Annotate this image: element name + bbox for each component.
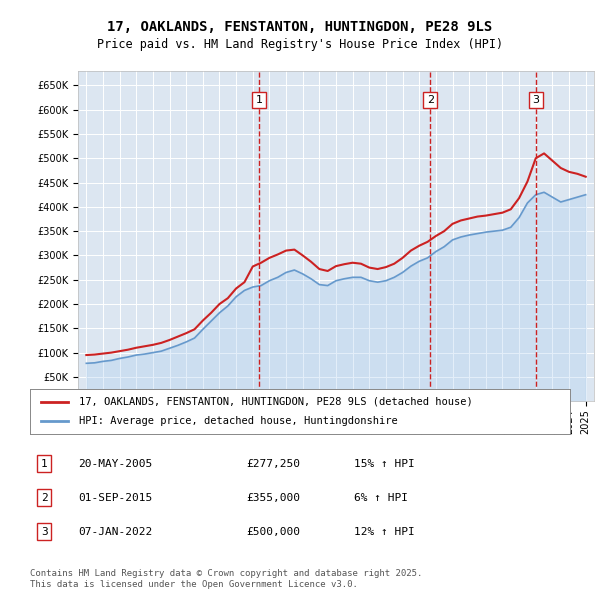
Text: Contains HM Land Registry data © Crown copyright and database right 2025.
This d: Contains HM Land Registry data © Crown c… [30, 569, 422, 589]
Text: 6% ↑ HPI: 6% ↑ HPI [354, 493, 408, 503]
Text: 01-SEP-2015: 01-SEP-2015 [79, 493, 153, 503]
Text: 17, OAKLANDS, FENSTANTON, HUNTINGDON, PE28 9LS (detached house): 17, OAKLANDS, FENSTANTON, HUNTINGDON, PE… [79, 397, 472, 407]
Text: 12% ↑ HPI: 12% ↑ HPI [354, 527, 415, 537]
Text: 2: 2 [427, 95, 434, 105]
Text: 3: 3 [533, 95, 539, 105]
Text: 15% ↑ HPI: 15% ↑ HPI [354, 459, 415, 468]
Text: 2: 2 [41, 493, 47, 503]
Text: 20-MAY-2005: 20-MAY-2005 [79, 459, 153, 468]
Text: 3: 3 [41, 527, 47, 537]
Text: £277,250: £277,250 [246, 459, 300, 468]
Text: £500,000: £500,000 [246, 527, 300, 537]
Text: HPI: Average price, detached house, Huntingdonshire: HPI: Average price, detached house, Hunt… [79, 417, 397, 426]
Text: Price paid vs. HM Land Registry's House Price Index (HPI): Price paid vs. HM Land Registry's House … [97, 38, 503, 51]
Text: 17, OAKLANDS, FENSTANTON, HUNTINGDON, PE28 9LS: 17, OAKLANDS, FENSTANTON, HUNTINGDON, PE… [107, 19, 493, 34]
Text: 1: 1 [41, 459, 47, 468]
Text: 07-JAN-2022: 07-JAN-2022 [79, 527, 153, 537]
Text: 1: 1 [256, 95, 263, 105]
Text: £355,000: £355,000 [246, 493, 300, 503]
